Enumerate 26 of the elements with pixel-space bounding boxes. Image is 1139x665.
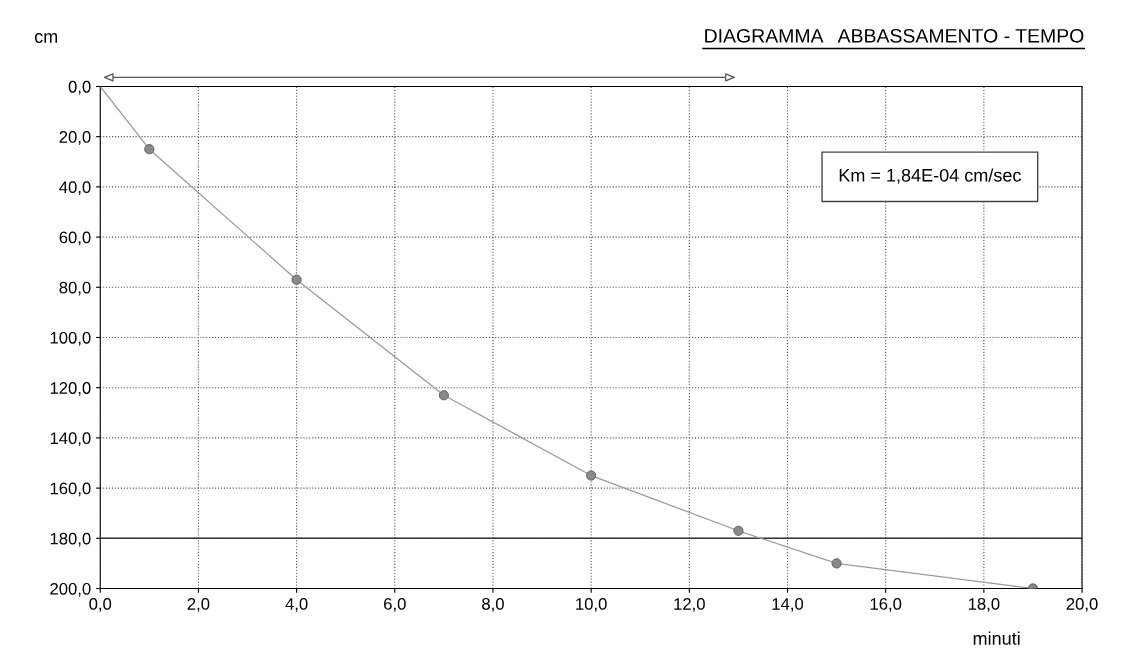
x-axis-title: minuti: [973, 631, 1020, 645]
x-tick-label: 10,0: [576, 597, 607, 612]
x-tick-label: 12,0: [674, 597, 705, 612]
x-tick-label: 18,0: [968, 597, 1000, 612]
y-tick-label: 60,0: [59, 231, 91, 246]
chart-title: DIAGRAMMA ABBASSAMENTO - TEMPO: [705, 28, 1084, 43]
x-tick-label: 14,0: [772, 597, 804, 612]
y-axis-title: cm: [34, 33, 58, 43]
x-tick-label: 16,0: [870, 597, 902, 612]
y-tick-label: 160,0: [50, 482, 91, 497]
y-tick-label: 140,0: [50, 432, 91, 447]
x-tick-label: 4,0: [285, 597, 308, 612]
x-tick-label: 0,0: [89, 597, 112, 612]
y-tick-label: 40,0: [59, 181, 91, 196]
y-tick-label: 80,0: [59, 281, 91, 296]
x-tick-label: 20,0: [1066, 597, 1098, 612]
y-tick-label: 100,0: [50, 331, 91, 346]
y-tick-label: 180,0: [50, 532, 91, 547]
x-tick-label: 2,0: [187, 597, 210, 612]
y-tick-label: 20,0: [59, 131, 91, 145]
annotation: Km = 1,84E-04 cm/sec: [839, 168, 1021, 184]
y-tick-label: 200,0: [50, 582, 91, 597]
x-tick-label: 8,0: [482, 597, 504, 612]
y-tick-label: 120,0: [50, 382, 91, 396]
y-tick-label: 0,0: [68, 80, 91, 95]
x-tick-label: 6,0: [384, 597, 406, 612]
